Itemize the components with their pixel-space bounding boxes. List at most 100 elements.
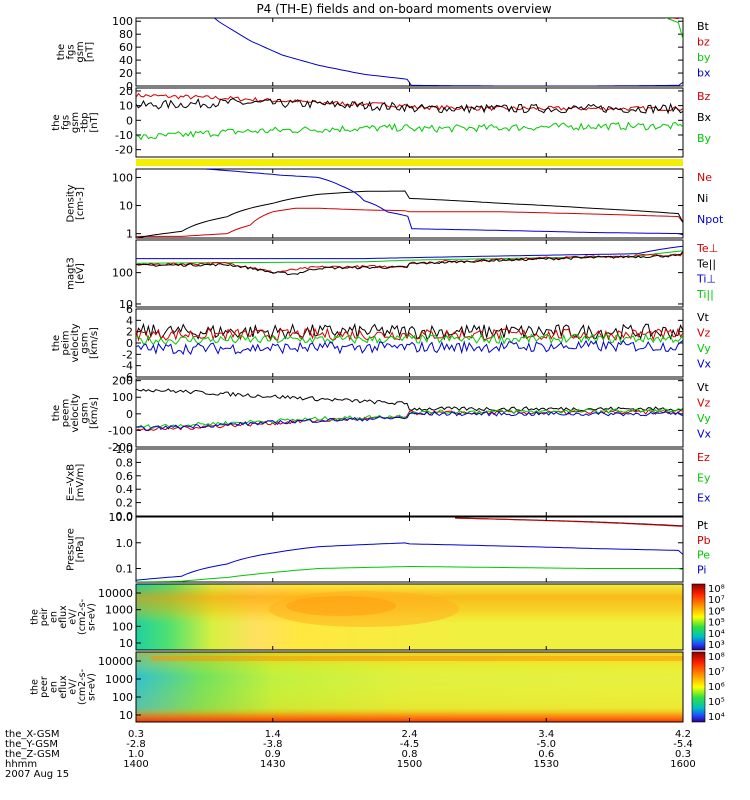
y-axis-label-line: velocity xyxy=(70,393,81,432)
colorbar-label: 10⁶ xyxy=(708,606,725,617)
colorbar-label: 10⁵ xyxy=(708,618,725,629)
colorbar-label: 10⁴ xyxy=(708,629,725,640)
y-tick-label: 0 xyxy=(126,80,133,93)
x-axis-tick-label: 1430 xyxy=(260,759,285,770)
x-axis-row-label: hhmm xyxy=(5,759,37,770)
y-tick-label: 100 xyxy=(112,691,133,704)
y-axis-label: thepeemvelocitygsm[km/s] xyxy=(51,393,100,432)
line-panels: 100806040200thefgsgsm[nT]Btbzbybx20100-1… xyxy=(51,15,724,583)
legend-label: Bx xyxy=(697,111,712,124)
x-axis-tick-label: 1.0 xyxy=(128,749,144,760)
legend-label: Ti⊥ xyxy=(696,273,716,286)
y-tick-label: 20 xyxy=(119,85,133,98)
series-Bx xyxy=(136,98,683,115)
y-tick-label: 0.6 xyxy=(116,470,134,483)
y-axis-label-line: peir xyxy=(39,608,50,627)
y-tick-label: 80 xyxy=(119,28,133,41)
y-tick-label: 10 xyxy=(119,709,133,722)
x-axis-tick-label: 0.3 xyxy=(128,729,144,740)
series-Npot xyxy=(204,169,683,236)
series-Pb xyxy=(455,517,683,527)
y-tick-label: 6 xyxy=(126,303,133,316)
series-Ti⊥ xyxy=(136,245,683,260)
series-Vy xyxy=(136,333,683,346)
colorbar-label: 10⁵ xyxy=(708,697,725,708)
panel-frame xyxy=(135,308,684,378)
spectrogram-hot-region xyxy=(286,596,397,616)
panel-frame xyxy=(135,448,684,517)
y-axis-label-line: gsm xyxy=(75,41,86,62)
panel-efield: 1.00.80.60.40.20.0 E=-VxB[mV/m] Ez Ey Ex xyxy=(65,443,711,523)
panel-fgs_dsl: 20 100 -10 -20 thefgsgsm-tbp[nT] Bz Bx By xyxy=(51,85,712,158)
legend-label: Vy xyxy=(697,342,711,355)
y-axis-label-line: gsm xyxy=(70,112,81,133)
x-axis-tick-label: -2.8 xyxy=(126,739,146,750)
y-tick-label: 10 xyxy=(119,100,133,113)
legend-label: Vx xyxy=(697,358,712,371)
y-tick-label: 10 xyxy=(119,200,133,213)
y-axis-label-line: sr-eV) xyxy=(87,673,98,701)
y-tick-label: 10000 xyxy=(98,587,133,600)
legend-label: Ti|| xyxy=(696,288,714,301)
y-axis-label-line: eflux xyxy=(58,675,69,699)
legend-label: Te⊥ xyxy=(696,242,718,255)
x-axis-tick-label: 3.4 xyxy=(538,729,554,740)
y-axis-label-line: [eV] xyxy=(75,263,86,284)
legend-label: Vt xyxy=(697,381,710,394)
legend-label: Ez xyxy=(697,451,710,464)
legend-label: Pb xyxy=(697,534,711,547)
y-axis-label-line: the xyxy=(51,405,62,421)
y-tick-label: -6 xyxy=(122,371,133,384)
y-axis-label: thefgsgsm-tbp[nT] xyxy=(51,112,100,133)
y-tick-label: 0 xyxy=(126,408,133,421)
x-axis-annotation: the_X-GSMthe_Y-GSMthe_Z-GSMhhmm0.3-2.81.… xyxy=(5,729,696,780)
y-tick-label: -200 xyxy=(108,441,133,454)
x-axis-tick-label: 1400 xyxy=(123,759,148,770)
panel-peem_velocity: 200 100 0 -100 -200 thepeemvelocitygsm[km/s] V… xyxy=(51,375,712,454)
colorbar xyxy=(691,651,706,723)
y-tick-label: 100 xyxy=(112,171,133,184)
y-axis-label-line: gsm xyxy=(80,332,91,353)
y-axis-label-line: peim xyxy=(61,330,72,355)
y-tick-label: -4 xyxy=(122,360,133,373)
y-axis-label-line: eV/ xyxy=(68,678,79,694)
series-group xyxy=(136,92,683,141)
y-axis-label: thepeerenefluxeV/(cm2-s-sr-eV) xyxy=(30,669,98,705)
y-axis-label: thepeimvelocitygsm[km/s] xyxy=(51,323,100,362)
y-tick-label: -100 xyxy=(108,424,133,437)
panel-density: 100 10 1 Density[cm-3] Ne Ni Npot xyxy=(65,168,724,241)
y-axis-label-line: en xyxy=(49,681,60,693)
y-axis-label-line: [mV/m] xyxy=(75,464,86,502)
series-Pi xyxy=(136,542,683,581)
x-axis-tick-label: 0.3 xyxy=(675,749,691,760)
spectrogram-hot-band xyxy=(151,656,683,661)
y-axis-label-line: fgs xyxy=(61,115,72,130)
y-tick-label: 200 xyxy=(112,375,133,388)
panel-frame xyxy=(135,516,684,583)
series-Vx xyxy=(136,411,683,431)
series-By xyxy=(136,121,683,141)
data-quality-bar xyxy=(136,159,683,166)
y-axis-label-line: the xyxy=(30,679,41,695)
x-axis-tick-label: 0.8 xyxy=(402,749,418,760)
y-axis-label-line: the xyxy=(51,114,62,130)
series-Te⊥ xyxy=(136,251,683,274)
y-tick-label: 100 xyxy=(112,15,133,28)
figure-title: P4 (TH-E) fields and on-board moments ov… xyxy=(256,2,551,16)
spectrogram-peir_en_eflux: 10000 1000 100 10 thepeirenefluxeV/(cm2-s-sr… xyxy=(30,583,725,651)
y-axis-label-line: magt3 xyxy=(65,257,76,290)
legend-label: Pi xyxy=(697,563,706,576)
y-axis-label-line: the xyxy=(30,609,41,625)
x-axis-tick-label: 4.2 xyxy=(675,729,691,740)
y-axis-label-line: peer xyxy=(39,676,50,698)
series-Te|| xyxy=(136,250,683,276)
y-axis-label-line: fgs xyxy=(65,44,76,59)
panel-frame xyxy=(135,168,684,239)
y-tick-label: 0.0 xyxy=(116,510,134,523)
y-tick-label: 0.1 xyxy=(116,563,134,576)
series-bx xyxy=(213,18,683,86)
y-tick-label: 1000 xyxy=(105,604,133,617)
y-axis-label-line: [km/s] xyxy=(89,327,100,359)
